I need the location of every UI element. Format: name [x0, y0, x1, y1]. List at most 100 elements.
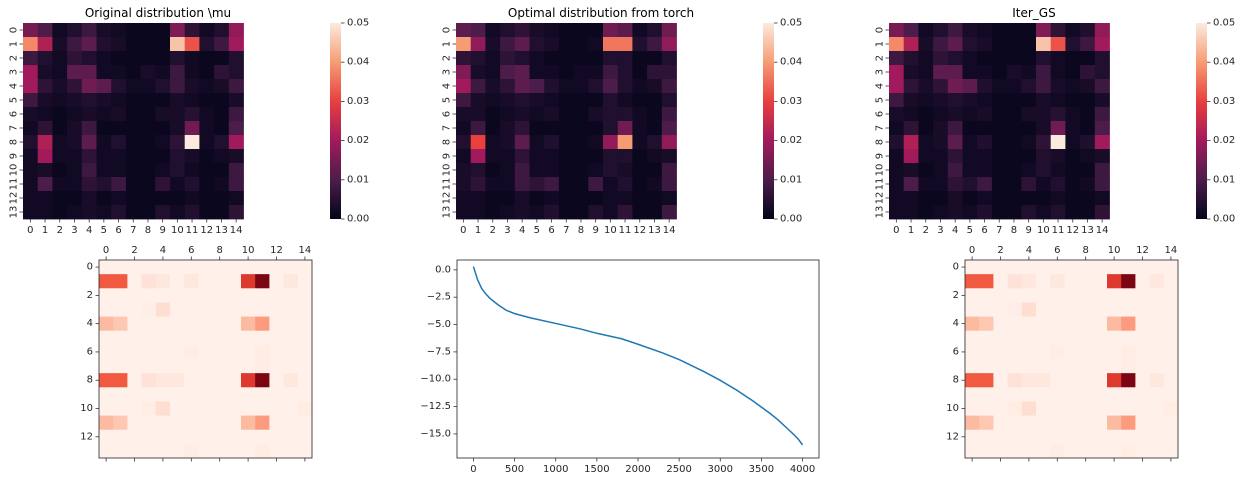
x-tick-label: 0	[460, 225, 466, 236]
matrix-cell	[1008, 430, 1023, 444]
matrix-cell	[198, 331, 213, 345]
matrix-cell	[298, 401, 313, 415]
heatmap-cell	[603, 79, 618, 93]
heatmap-cell	[588, 163, 603, 177]
matrix-cell	[156, 416, 171, 430]
matrix-cell	[965, 288, 980, 302]
heatmap-cell	[155, 93, 170, 107]
heatmap-cell	[471, 23, 486, 37]
heatmap-cell	[38, 93, 53, 107]
matrix-cell	[1093, 288, 1108, 302]
matrix-cell	[184, 387, 199, 401]
matrix-cell	[965, 274, 980, 288]
heatmap-cell	[662, 163, 677, 177]
matrix-cell	[269, 444, 284, 458]
heatmap-cell	[530, 205, 545, 219]
x-tick-label: 6	[115, 225, 121, 236]
heatmap-cell	[918, 191, 933, 205]
heatmap-cell	[155, 51, 170, 65]
matrix-cell	[1064, 430, 1079, 444]
matrix-cell	[1022, 416, 1037, 430]
heatmap-cell	[1080, 149, 1095, 163]
heatmap-cell	[515, 107, 530, 121]
heatmap-cell	[530, 23, 545, 37]
heatmap-cell	[1065, 135, 1080, 149]
heatmap-cell	[1095, 177, 1110, 191]
y-tick-label: 6	[87, 346, 93, 357]
heatmap-cell	[933, 135, 948, 149]
heatmap-cell	[647, 205, 662, 219]
heatmap-cell	[456, 177, 471, 191]
matrix-cell	[170, 444, 185, 458]
heatmap-cell	[544, 23, 559, 37]
y-tick-label: −7.5	[427, 346, 451, 357]
y-tick-label: 3	[875, 69, 886, 75]
matrix-cell	[99, 331, 114, 345]
matrix-cell	[1135, 302, 1150, 316]
heatmap-cell	[500, 191, 515, 205]
line-series	[473, 267, 802, 445]
heatmap-cell	[1080, 163, 1095, 177]
heatmap-cell	[23, 79, 38, 93]
heatmap-cell	[933, 107, 948, 121]
matrix-cell	[1135, 430, 1150, 444]
heatmap-cell	[662, 65, 677, 79]
matrix-cell	[993, 274, 1008, 288]
heatmap-cell	[933, 191, 948, 205]
heatmap-cell	[155, 149, 170, 163]
heatmap-cell	[155, 163, 170, 177]
heatmap-cell	[199, 177, 214, 191]
heatmap-cell	[141, 135, 156, 149]
heatmap-cell	[185, 51, 200, 65]
heatmap-cell	[170, 135, 185, 149]
y-tick-labels: 012345678910111213	[9, 27, 24, 219]
heatmap-cell	[23, 163, 38, 177]
matrix-cell	[979, 373, 994, 387]
heatmap-cell	[170, 65, 185, 79]
x-tick-labels: 0 1 2 3 4 5 6 7 8 9 10 11 12 13 14	[460, 219, 675, 236]
heatmap-cell	[1080, 191, 1095, 205]
matrix-cell	[1008, 401, 1023, 415]
heatmap-cell	[662, 205, 677, 219]
heatmap-cell	[141, 149, 156, 163]
matrix-cell	[170, 387, 185, 401]
matrix-cell	[979, 260, 994, 274]
heatmap-cell	[515, 149, 530, 163]
colorbar-tick-label: 0.04	[347, 57, 369, 68]
heatmap-cell	[530, 163, 545, 177]
x-tick-label: 6	[548, 225, 554, 236]
x-tick-label: 0	[27, 225, 33, 236]
matrix-cell	[1050, 444, 1065, 458]
heatmap-cell	[647, 177, 662, 191]
heatmap-cell	[199, 23, 214, 37]
matrix-cell	[1121, 373, 1136, 387]
matrix-cell	[1164, 430, 1179, 444]
heatmap-cells	[456, 23, 677, 219]
y-tick-label: 2	[953, 290, 959, 301]
heatmap-cell	[471, 163, 486, 177]
heatmap-cell	[38, 163, 53, 177]
matrix-cell	[127, 373, 141, 387]
matrix-cell	[1036, 444, 1051, 458]
heatmap-cell	[141, 205, 156, 219]
heatmap-cell	[588, 135, 603, 149]
matrix-cell	[227, 416, 242, 430]
heatmap-cell	[471, 149, 486, 163]
heatmap-cell	[588, 205, 603, 219]
heatmap-cell	[1095, 65, 1110, 79]
matrix-cell	[993, 416, 1008, 430]
heatmap-cell	[588, 177, 603, 191]
heatmap-cell	[618, 93, 633, 107]
matrix-cell	[1164, 302, 1179, 316]
heatmap-cell	[618, 149, 633, 163]
matrix-cell	[142, 331, 157, 345]
heatmap-cell	[1080, 177, 1095, 191]
matrix-cell	[227, 359, 242, 373]
x-tick-label: 2500	[666, 464, 691, 475]
x-tick-label: 10	[242, 245, 255, 256]
matrix-cell	[1121, 444, 1136, 458]
heatmap-cell	[992, 163, 1007, 177]
matrix-cell	[170, 274, 185, 288]
matrix-cell	[1107, 302, 1122, 316]
heatmap-cell	[977, 135, 992, 149]
